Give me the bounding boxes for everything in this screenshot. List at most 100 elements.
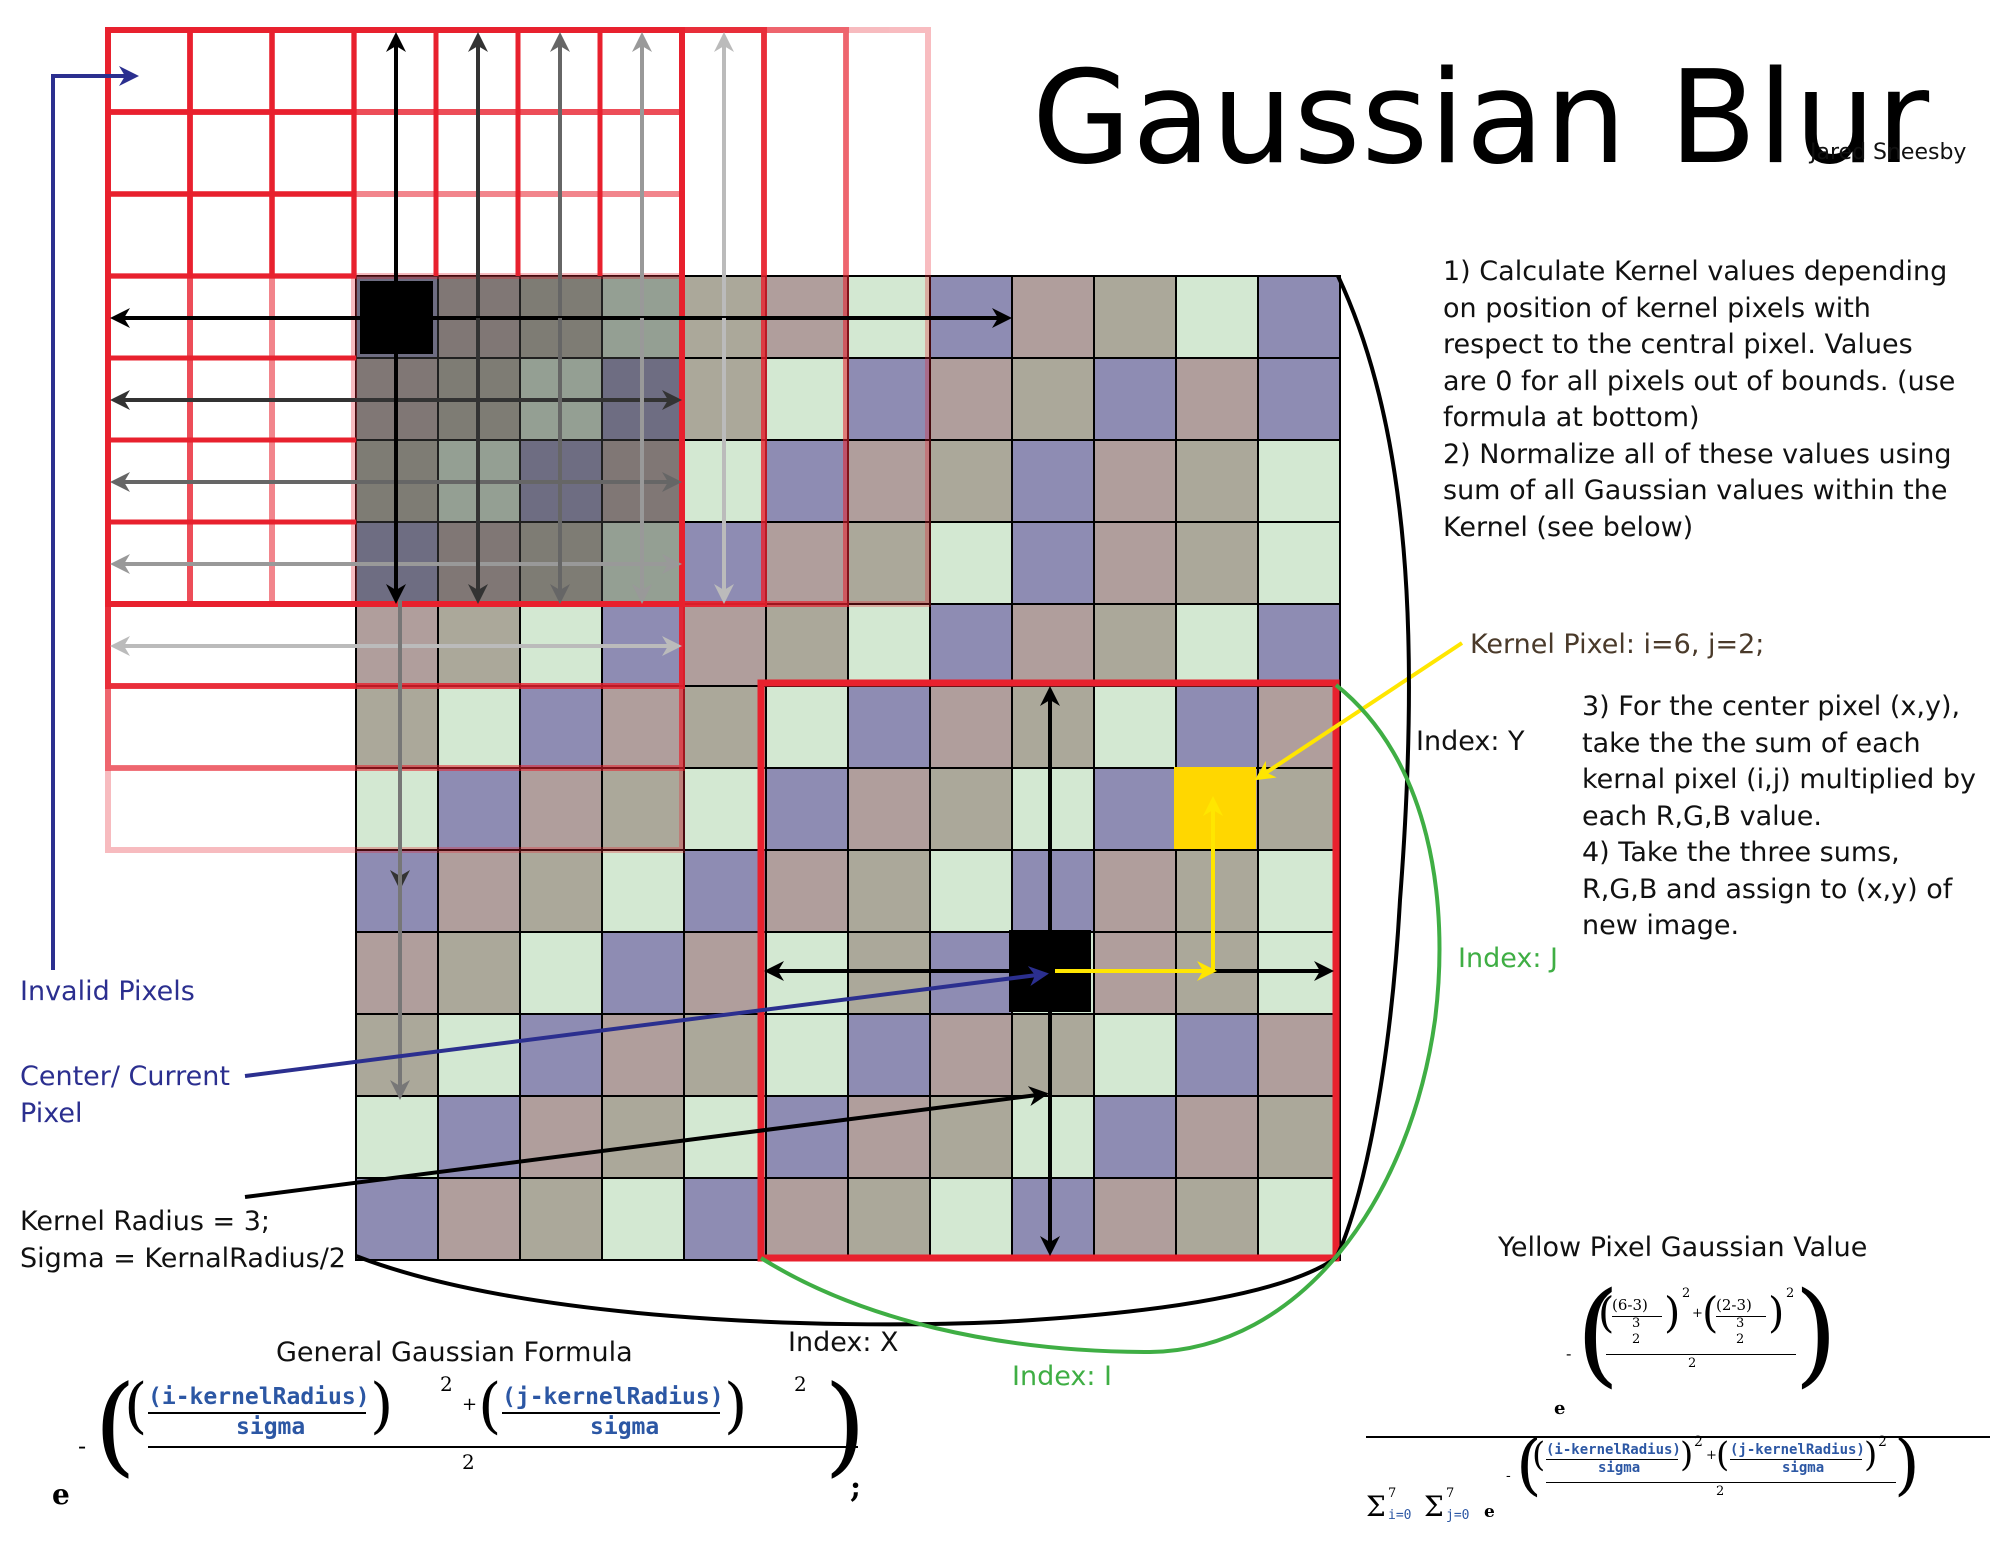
yellow-bar-b (1716, 1316, 1766, 1317)
grid-cell (1175, 275, 1259, 359)
grid-cell (929, 603, 1013, 687)
kernel-radius-label: Kernel Radius = 3; (20, 1206, 271, 1237)
general-formula-label: General Gaussian Formula (276, 1337, 633, 1368)
grid-cell (847, 685, 931, 769)
grid-cell (1257, 1013, 1341, 1097)
formula-num-j: (j-kernelRadius) (502, 1384, 724, 1410)
grid-cell (929, 1013, 1013, 1097)
grid-cell (601, 685, 685, 769)
grid-cell (355, 1095, 439, 1179)
grid-cell (1257, 849, 1341, 933)
step-4: 4) Take the three sums, R,G,B and assign… (1582, 837, 1953, 941)
denominator-paren-j-right: ) (1864, 1435, 1878, 1475)
grid-cell (519, 1013, 603, 1097)
grid-cell (1011, 521, 1095, 605)
formula-minus: - (78, 1432, 87, 1460)
yellow-paren-b-left: ( (1702, 1288, 1719, 1337)
grid-cell (929, 767, 1013, 851)
denominator-exp-i: 2 (1694, 1434, 1703, 1450)
grid-cell (437, 685, 521, 769)
formula-paren-j-left: ( (478, 1371, 502, 1441)
grid-cell (765, 685, 849, 769)
grid-cell (1011, 1095, 1095, 1179)
formula-paren-j-right: ) (724, 1371, 748, 1441)
kernel-pixel-label: Kernel Pixel: i=6, j=2; (1470, 629, 1765, 660)
center-pixel-label: Center/ Current Pixel (20, 1061, 230, 1129)
grid-cell (1093, 1095, 1177, 1179)
grid-cell (765, 767, 849, 851)
page-title: Gaussian Blur (1032, 44, 1931, 193)
grid-cell (1257, 1177, 1341, 1261)
formula-outer-paren-left: ( (94, 1363, 137, 1488)
grid-cell (1093, 767, 1177, 851)
formula-paren-i-right: ) (370, 1371, 394, 1441)
grid-cell (1257, 1095, 1341, 1179)
center-pixel-pointer (244, 966, 1049, 1078)
grid-cell (847, 357, 931, 441)
grid-cell (1011, 849, 1095, 933)
grid-cell (1011, 1013, 1095, 1097)
denominator-num-i: (i-kernelRadius) (1546, 1442, 1681, 1458)
denominator-paren-i-left: ( (1532, 1435, 1546, 1475)
grid-cell (683, 767, 767, 851)
formula-exp-j: 2 (794, 1372, 807, 1396)
grid-cell (437, 767, 521, 851)
grid-cell (847, 849, 931, 933)
grid-cell (1093, 1177, 1177, 1261)
formula-num-i: (i-kernelRadius) (148, 1384, 370, 1410)
invalid-pixels-label: Invalid Pixels (20, 976, 195, 1007)
sum-i-top: 7 (1388, 1486, 1397, 1501)
grid-cell (847, 767, 931, 851)
grid-cell (437, 931, 521, 1015)
grid-cell (929, 1177, 1013, 1261)
grid-cell (437, 1013, 521, 1097)
grid-cell (929, 357, 1013, 441)
index-j-label: Index: J (1458, 943, 1558, 974)
yellow-index-arrow (1055, 796, 1223, 981)
grid-cell (683, 1013, 767, 1097)
grid-cell (355, 685, 439, 769)
grid-cell (847, 439, 931, 523)
formula-den-i: sigma (236, 1414, 306, 1440)
grid-cell (519, 1177, 603, 1261)
grid-cell (437, 1095, 521, 1179)
grid-cell (1011, 603, 1095, 687)
yellow-bar-a (1612, 1316, 1662, 1317)
grid-cell (601, 767, 685, 851)
grid-cell (1175, 849, 1259, 933)
grid-cell (1093, 1013, 1177, 1097)
formula-half: 2 (462, 1450, 475, 1474)
grid-cell (683, 603, 767, 687)
sum-j-bot: j=0 (1446, 1508, 1470, 1523)
formula-fraction-bar-j (502, 1412, 720, 1414)
step-1: 1) Calculate Kernel values depending on … (1443, 256, 1956, 433)
invalid-pixels-pointer (51, 66, 139, 970)
grid-cell (765, 1095, 849, 1179)
grid-cell (519, 849, 603, 933)
corner-center-pixel (360, 281, 433, 354)
grid-cell (1257, 275, 1341, 359)
index-y-label: Index: Y (1416, 726, 1525, 757)
sigma-label: Sigma = KernalRadius/2 (20, 1243, 346, 1274)
denominator-outer-paren-right: ) (1894, 1426, 1920, 1503)
grid-cell (765, 357, 849, 441)
grid-cell (929, 521, 1013, 605)
denominator-paren-j-left: ( (1716, 1435, 1730, 1475)
denominator-num-j: (j-kernelRadius) (1730, 1442, 1865, 1458)
grid-cell (1011, 357, 1095, 441)
denominator-den-j: sigma (1782, 1460, 1825, 1476)
denominator-half-bar (1546, 1482, 1896, 1483)
yellow-paren-b-right: ) (1768, 1288, 1785, 1337)
grid-cell (1011, 685, 1095, 769)
formula-paren-i-left: ( (124, 1371, 148, 1441)
grid-cell (765, 521, 849, 605)
grid-cell (601, 931, 685, 1015)
yellow-frac-bot-b: 2 (1736, 1332, 1745, 1347)
grid-cell (765, 849, 849, 933)
denominator-plus: + (1706, 1448, 1717, 1463)
index-x-label: Index: X (788, 1327, 899, 1358)
index-x-bracket (355, 1254, 1338, 1327)
grid-cell (1257, 685, 1341, 769)
grid-cell (1093, 685, 1177, 769)
